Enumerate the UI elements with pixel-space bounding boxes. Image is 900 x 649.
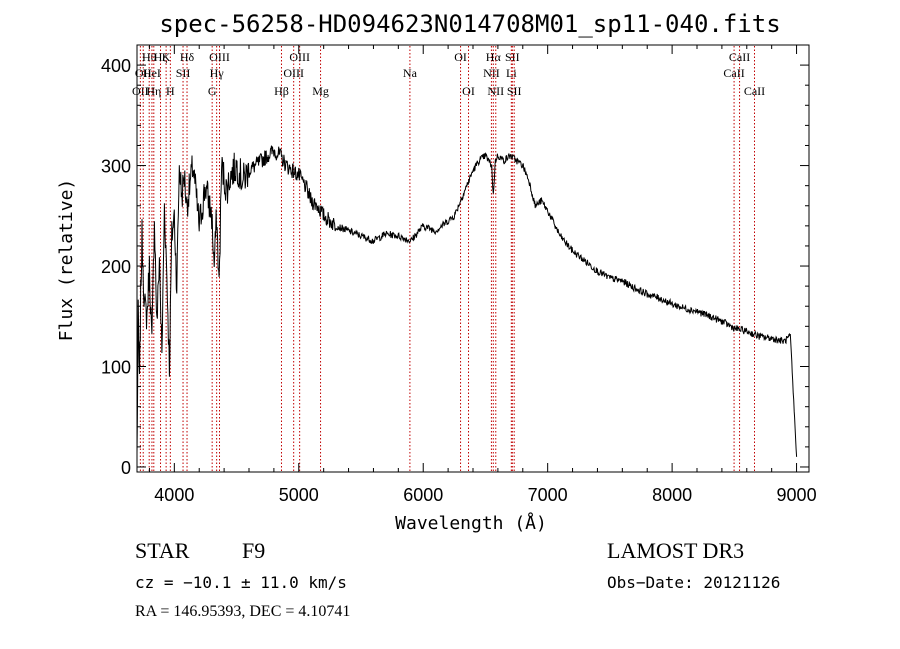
- spectrum-series: [136, 145, 798, 457]
- line-label-27: CaII: [729, 50, 750, 64]
- x-tick-label-1: 5000: [279, 485, 319, 505]
- y-tick-label-3: 300: [101, 157, 131, 177]
- x-tick-label-2: 6000: [403, 485, 443, 505]
- spectral-line-markers: OIIOIIHθHeIHηHζKHSIIHδGHγOIIIHβOIIIOIIIM…: [132, 46, 765, 472]
- x-tick-label-0: 4000: [154, 485, 194, 505]
- line-label-23: Li: [506, 66, 517, 80]
- line-label-7: H: [166, 84, 175, 98]
- line-label-24: SII: [505, 50, 520, 64]
- object-subclass: F9: [242, 538, 266, 563]
- line-label-21: Hα: [486, 50, 502, 64]
- observation-date: Obs−Date: 20121126: [607, 573, 781, 592]
- x-axis-label: Wavelength (Å): [395, 512, 547, 534]
- axis-ticks: 4000 5000 6000 7000 8000 9000 0 100 200 300 400: [101, 45, 817, 505]
- line-label-2: Hθ: [142, 50, 157, 64]
- survey-name: LAMOST DR3: [607, 538, 745, 563]
- ra-dec: RA = 146.95393, DEC = 4.10741: [135, 603, 351, 620]
- object-class: STAR: [135, 538, 190, 563]
- spectrum-line: [136, 145, 798, 457]
- x-tick-label-5: 9000: [777, 485, 817, 505]
- line-label-17: Na: [403, 66, 418, 80]
- plot-frame: [136, 44, 810, 473]
- line-label-3: HeI: [143, 66, 161, 80]
- line-label-18: OI: [454, 50, 467, 64]
- y-tick-label-4: 400: [101, 56, 131, 76]
- line-label-20: NII: [483, 66, 500, 80]
- line-label-26: CaII: [723, 66, 744, 80]
- line-label-19: OI: [462, 84, 475, 98]
- line-label-11: Hγ: [210, 66, 225, 80]
- line-label-5: Hζ: [154, 50, 168, 64]
- x-tick-label-3: 7000: [528, 485, 568, 505]
- line-label-15: OIII: [289, 50, 310, 64]
- line-label-22: NII: [487, 84, 504, 98]
- line-label-6: K: [162, 50, 171, 64]
- y-tick-label-0: 0: [121, 458, 131, 478]
- chart-title: spec-56258-HD094623N014708M01_sp11-040.f…: [159, 10, 780, 38]
- line-label-9: Hδ: [180, 50, 195, 64]
- line-label-16: Mg: [312, 84, 329, 98]
- line-label-12: OIII: [209, 50, 230, 64]
- line-label-4: Hη: [146, 84, 161, 98]
- y-axis-label: Flux (relative): [56, 179, 77, 342]
- line-label-14: OIII: [283, 66, 304, 80]
- y-tick-label-1: 100: [101, 358, 131, 378]
- x-tick-label-4: 8000: [652, 485, 692, 505]
- line-label-10: G: [208, 84, 217, 98]
- line-label-25: SII: [507, 84, 522, 98]
- line-label-13: Hβ: [274, 84, 289, 98]
- line-label-28: CaII: [744, 84, 765, 98]
- line-label-8: SII: [176, 66, 191, 80]
- y-tick-label-2: 200: [101, 257, 131, 277]
- line-label-0: OII: [132, 84, 149, 98]
- redshift-cz: cz = −10.1 ± 11.0 km/s: [135, 573, 347, 592]
- line-label-1: OII: [135, 66, 152, 80]
